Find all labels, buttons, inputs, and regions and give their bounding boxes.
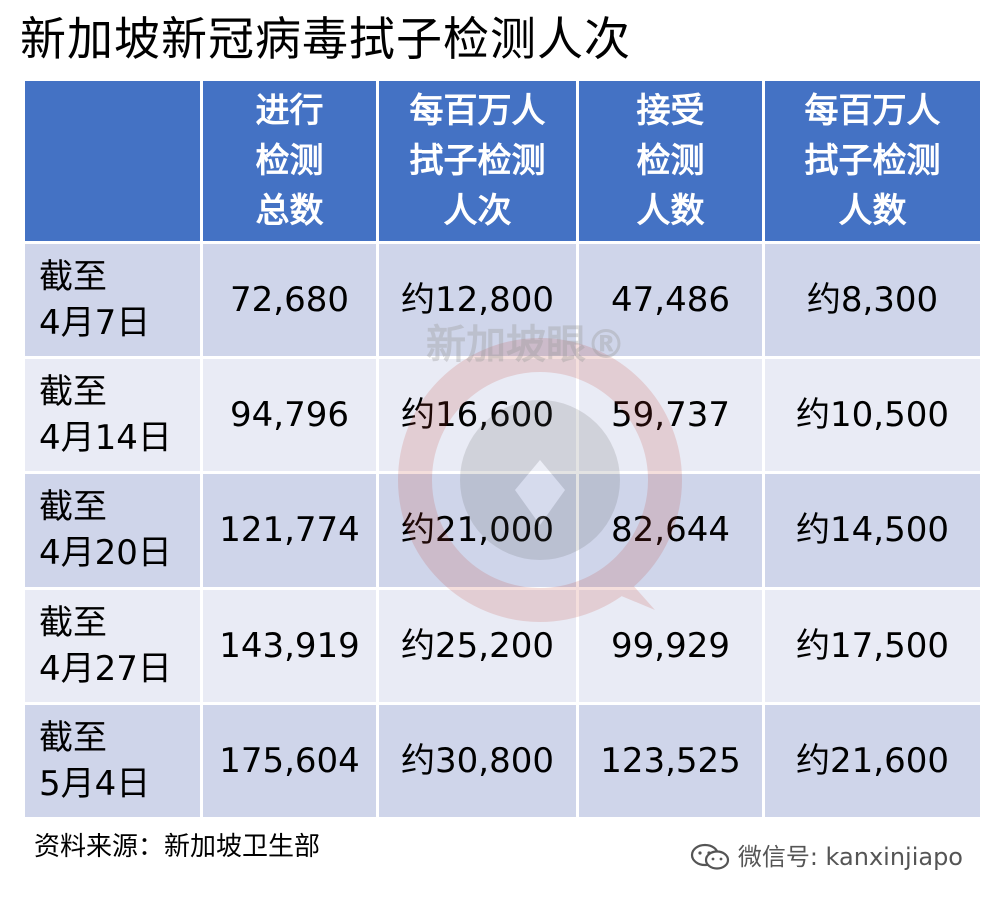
header-line: 检测 — [255, 141, 324, 181]
header-cell-people-tested: 接受 检测 人数 — [576, 78, 765, 244]
table-header-row: 进行 检测 总数 每百万人 拭子检测 人次 接受 检测 人数 每百万人 拭子检测 — [22, 78, 983, 244]
table-cell: 121,774 — [200, 471, 379, 590]
header-line: 人数 — [636, 191, 705, 231]
wechat-id: 微信号: kanxinjiapo — [690, 840, 963, 874]
header-cell-people-per-million: 每百万人 拭子检测 人数 — [762, 78, 983, 244]
table-cell: 约25,200 — [376, 586, 579, 705]
table-cell: 82,644 — [576, 471, 765, 590]
table-cell: 约8,300 — [762, 240, 983, 360]
row-date-cell: 截至 4月14日 — [22, 356, 203, 475]
header-line: 总数 — [255, 191, 324, 231]
page-title: 新加坡新冠病毒拭子检测人次 — [20, 12, 631, 66]
wechat-label: 微信号: kanxinjiapo — [737, 843, 963, 871]
date-value: 5月4日 — [39, 763, 151, 804]
header-line: 拭子检测 — [804, 141, 941, 181]
table-cell: 175,604 — [200, 701, 379, 821]
table-row: 截至 4月27日 143,919 约25,200 99,929 约17,500 — [22, 586, 983, 705]
header-cell-total-tests: 进行 检测 总数 — [200, 78, 379, 244]
header-line: 接受 — [636, 91, 705, 131]
table-cell: 约17,500 — [762, 586, 983, 705]
row-date-cell: 截至 4月27日 — [22, 586, 203, 705]
header-cell-empty — [22, 78, 203, 244]
header-line: 拭子检测 — [409, 141, 546, 181]
date-value: 4月7日 — [39, 303, 151, 344]
date-prefix: 截至 — [39, 602, 107, 643]
header-line: 每百万人 — [409, 91, 546, 131]
header-cell-tests-per-million: 每百万人 拭子检测 人次 — [376, 78, 579, 244]
date-prefix: 截至 — [39, 487, 107, 528]
header-line: 每百万人 — [804, 91, 941, 131]
table-cell: 94,796 — [200, 356, 379, 475]
data-table-container: 进行 检测 总数 每百万人 拭子检测 人次 接受 检测 人数 每百万人 拭子检测 — [22, 78, 983, 821]
table-cell: 143,919 — [200, 586, 379, 705]
table-cell: 约10,500 — [762, 356, 983, 475]
table-cell: 99,929 — [576, 586, 765, 705]
table-row: 截至 5月4日 175,604 约30,800 123,525 约21,600 — [22, 701, 983, 821]
table-row: 截至 4月20日 121,774 约21,000 82,644 约14,500 — [22, 471, 983, 590]
date-prefix: 截至 — [39, 717, 107, 758]
table-cell: 约21,600 — [762, 701, 983, 821]
table-row: 截至 4月7日 72,680 约12,800 47,486 约8,300 — [22, 240, 983, 360]
row-date-cell: 截至 5月4日 — [22, 701, 203, 821]
data-table: 进行 检测 总数 每百万人 拭子检测 人次 接受 检测 人数 每百万人 拭子检测 — [22, 78, 983, 821]
table-cell: 123,525 — [576, 701, 765, 821]
table-cell: 约12,800 — [376, 240, 579, 360]
table-cell: 59,737 — [576, 356, 765, 475]
date-value: 4月27日 — [39, 648, 172, 689]
date-prefix: 截至 — [39, 372, 107, 413]
table-cell: 约30,800 — [376, 701, 579, 821]
date-prefix: 截至 — [39, 257, 107, 298]
date-value: 4月14日 — [39, 418, 172, 459]
table-row: 截至 4月14日 94,796 约16,600 59,737 约10,500 — [22, 356, 983, 475]
table-cell: 约21,000 — [376, 471, 579, 590]
table-cell: 约14,500 — [762, 471, 983, 590]
date-value: 4月20日 — [39, 533, 172, 574]
table-cell: 47,486 — [576, 240, 765, 360]
header-line: 人次 — [443, 191, 512, 231]
row-date-cell: 截至 4月20日 — [22, 471, 203, 590]
table-cell: 72,680 — [200, 240, 379, 360]
header-line: 检测 — [636, 141, 705, 181]
header-line: 人数 — [838, 191, 907, 231]
header-line: 进行 — [255, 91, 324, 131]
wechat-icon — [690, 843, 729, 870]
table-cell: 约16,600 — [376, 356, 579, 475]
source-note: 资料来源：新加坡卫生部 — [34, 832, 321, 862]
row-date-cell: 截至 4月7日 — [22, 240, 203, 360]
